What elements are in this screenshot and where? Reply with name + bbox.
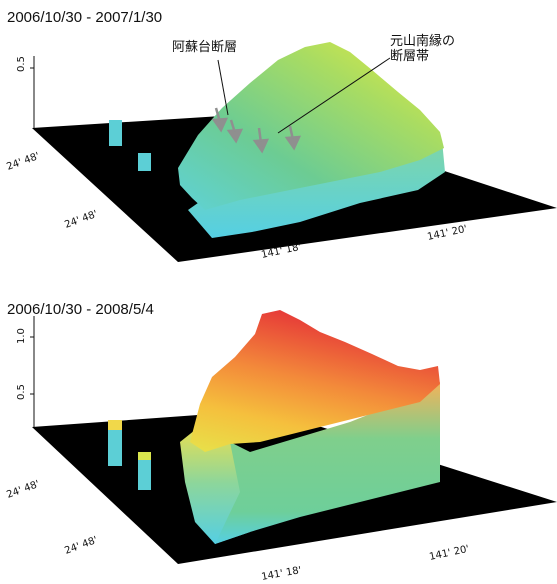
lat-label-1: 24' 48' — [5, 151, 41, 173]
uplift-panel-2007: 2006/10/30 - 2007/1/30 0.5 — [5, 9, 557, 262]
islet-1 — [108, 420, 122, 466]
annotation-fault-a: 阿蘇台断層 — [172, 40, 238, 55]
lat-label-2: 24' 48' — [63, 209, 99, 231]
terrain-plot: 0.5 24' 48' 24' 48' 141' 18' 141' 20' — [5, 42, 557, 262]
leader-fault-a — [217, 59, 229, 116]
lon-label-2: 141' 20' — [426, 224, 468, 243]
islet-1 — [109, 120, 122, 146]
island-front-wall — [215, 382, 440, 544]
island-surface — [178, 42, 444, 210]
z-tick-label: 0.5 — [16, 56, 27, 72]
fault-arrows — [211, 107, 302, 154]
annotation-fault-b-line2: 断層帯 — [390, 49, 430, 64]
leader-fault-b — [277, 57, 391, 134]
z-tick-label-2: 0.5 — [16, 384, 27, 400]
annotation-fault-b-line1: 元山南縁の — [390, 34, 456, 49]
island-surface — [190, 310, 440, 452]
islet-2 — [138, 452, 151, 490]
uplift-panel-2008: 2006/10/30 - 2008/5/4 — [0, 292, 557, 584]
terrain-plot: 1.0 0.5 — [16, 310, 557, 564]
panel-title: 2006/10/30 - 2007/1/30 — [7, 9, 163, 26]
panel-title: 2006/10/30 - 2008/5/4 — [7, 301, 154, 318]
z-tick-label-1: 1.0 — [16, 328, 27, 344]
islet-2 — [138, 153, 151, 171]
